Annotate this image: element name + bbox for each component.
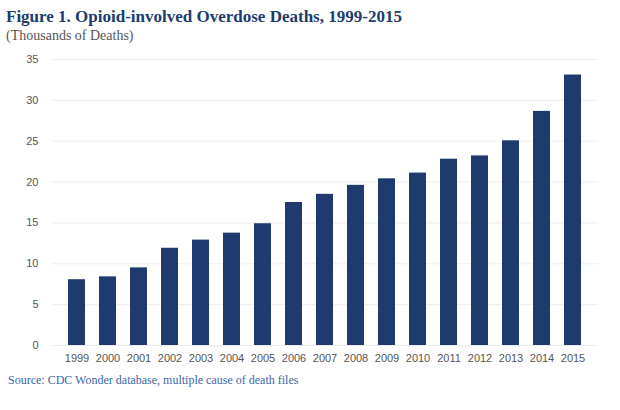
svg-text:5: 5	[32, 298, 38, 310]
svg-text:10: 10	[26, 257, 38, 269]
svg-text:30: 30	[26, 94, 38, 106]
svg-text:2015: 2015	[561, 352, 585, 364]
svg-text:20: 20	[26, 176, 38, 188]
svg-text:2003: 2003	[189, 352, 213, 364]
svg-text:2008: 2008	[344, 352, 368, 364]
svg-text:15: 15	[26, 216, 38, 228]
svg-text:2006: 2006	[282, 352, 306, 364]
svg-text:0: 0	[32, 339, 38, 351]
svg-text:35: 35	[26, 53, 38, 65]
svg-text:2002: 2002	[158, 352, 182, 364]
html-text:(Thousands of Deaths): (Thousands of Deaths)	[6, 28, 134, 43]
svg-text:2004: 2004	[220, 352, 244, 364]
svg-text:2000: 2000	[96, 352, 120, 364]
svg-text:2001: 2001	[127, 352, 151, 364]
svg-text:2007: 2007	[313, 352, 337, 364]
svg-text:2013: 2013	[499, 352, 523, 364]
svg-text:2014: 2014	[530, 352, 554, 364]
svg-text:2012: 2012	[468, 352, 492, 364]
svg-text:1999: 1999	[65, 352, 89, 364]
html-text:Figure 1. Opioid-involved Over: Figure 1. Opioid-involved Overdose Death…	[6, 7, 402, 26]
svg-text:2005: 2005	[251, 352, 275, 364]
svg-text:2011: 2011	[437, 352, 461, 364]
html-text:Source: CDC Wonder database, m: Source: CDC Wonder database, multiple ca…	[8, 373, 299, 387]
svg-text:2010: 2010	[406, 352, 430, 364]
svg-text:25: 25	[26, 135, 38, 147]
svg-text:2009: 2009	[375, 352, 399, 364]
